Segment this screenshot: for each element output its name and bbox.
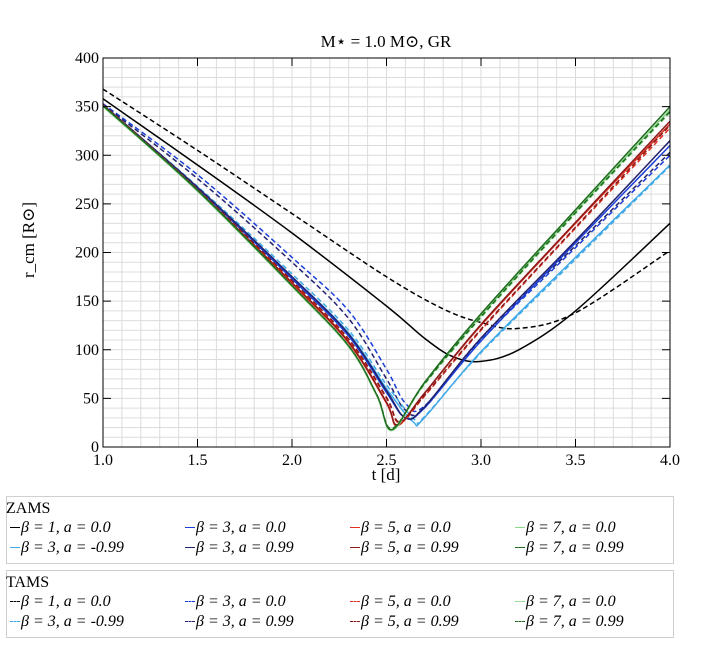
legend-group-title: ZAMS xyxy=(6,500,51,517)
chart-title: M⋆ = 1.0 M⊙, GR xyxy=(321,32,452,51)
legend-box-tams xyxy=(6,570,674,638)
legend-swatch xyxy=(515,526,525,528)
legend-box-zams xyxy=(6,496,674,564)
legend-label: β = 7, a = 0.0 xyxy=(526,519,616,536)
series-line-tams xyxy=(102,105,671,426)
legend-label: β = 1, a = 0.0 xyxy=(21,519,111,536)
legend-group-title: TAMS xyxy=(6,574,50,591)
series-line-zams xyxy=(102,104,671,420)
legend-item: β = 3, a = 0.0 xyxy=(185,593,286,611)
series-line-tams xyxy=(102,88,671,330)
legend-item: β = 7, a = 0.0 xyxy=(515,593,616,611)
x-tick-label: 1.5 xyxy=(188,452,208,469)
legend-label: β = 3, a = 0.0 xyxy=(196,519,286,536)
legend-swatch xyxy=(185,600,195,602)
y-tick-label: 150 xyxy=(75,293,99,310)
legend-item: β = 3, a = -0.99 xyxy=(10,613,124,631)
legend-item: β = 3, a = 0.99 xyxy=(185,539,294,557)
legend-swatch xyxy=(515,600,525,602)
legend-swatch xyxy=(350,600,360,602)
x-tick-label: 2.0 xyxy=(282,452,302,469)
series-line-tams xyxy=(102,103,671,413)
series-line-tams xyxy=(102,104,671,417)
x-tick-label: 3.0 xyxy=(471,452,491,469)
x-tick-label: 2.5 xyxy=(377,452,397,469)
legend-label: β = 3, a = 0.99 xyxy=(196,539,294,556)
y-tick-label: 400 xyxy=(75,50,99,67)
legend-item: β = 7, a = 0.0 xyxy=(515,519,616,537)
legend-swatch xyxy=(10,600,20,602)
legend-swatch xyxy=(10,526,20,528)
legend-swatch xyxy=(515,620,525,622)
legend-item: β = 5, a = 0.99 xyxy=(350,613,459,631)
y-tick-label: 250 xyxy=(75,196,99,213)
legend-item: β = 1, a = 0.0 xyxy=(10,519,111,537)
x-axis-label: t [d] xyxy=(372,465,401,484)
series-line-tams xyxy=(102,104,671,423)
legend-label: β = 3, a = -0.99 xyxy=(21,613,124,630)
legend-item: β = 3, a = -0.99 xyxy=(10,539,124,557)
legend-label: β = 5, a = 0.0 xyxy=(361,593,451,610)
legend-item: β = 5, a = 0.99 xyxy=(350,539,459,557)
legend-swatch xyxy=(350,526,360,528)
x-tick-label: 4.0 xyxy=(660,452,680,469)
chart-grid xyxy=(103,58,670,447)
legend-swatch xyxy=(10,546,20,548)
legend-label: β = 5, a = 0.99 xyxy=(361,613,459,630)
y-tick-label: 0 xyxy=(91,439,99,456)
x-tick-label: 1.0 xyxy=(93,452,113,469)
y-tick-label: 50 xyxy=(83,390,99,407)
y-tick-label: 200 xyxy=(75,245,99,262)
legend-label: β = 3, a = 0.0 xyxy=(196,593,286,610)
legend-item: β = 1, a = 0.0 xyxy=(10,593,111,611)
legend-item: β = 3, a = 0.0 xyxy=(185,519,286,537)
series-line-tams xyxy=(102,105,671,430)
y-tick-label: 350 xyxy=(75,99,99,116)
x-tick-label: 3.5 xyxy=(566,452,586,469)
legend-swatch xyxy=(515,546,525,548)
legend-item: β = 3, a = 0.99 xyxy=(185,613,294,631)
legend-swatch xyxy=(185,620,195,622)
legend-item: β = 7, a = 0.99 xyxy=(515,539,624,557)
legend-label: β = 5, a = 0.0 xyxy=(361,519,451,536)
series-line-zams xyxy=(102,98,671,363)
legend-swatch xyxy=(350,620,360,622)
y-axis-label: r_cm [R⊙] xyxy=(19,202,38,278)
line-chart: 1.0 1.5 2.0 2.5 3.0 3.5 4.0 0 50 100 150 200 250 300 3… xyxy=(19,32,680,484)
chart-curves xyxy=(102,88,671,432)
legend-label: β = 7, a = 0.0 xyxy=(526,593,616,610)
legend-swatch xyxy=(350,546,360,548)
legend-label: β = 7, a = 0.99 xyxy=(526,613,624,630)
legend-label: β = 5, a = 0.99 xyxy=(361,539,459,556)
legend-label: β = 3, a = -0.99 xyxy=(21,539,124,556)
y-tick-label: 300 xyxy=(75,147,99,164)
legend-swatch xyxy=(185,526,195,528)
legend-label: β = 1, a = 0.0 xyxy=(21,593,111,610)
legend-item: β = 7, a = 0.99 xyxy=(515,613,624,631)
axis-ticks: 1.0 1.5 2.0 2.5 3.0 3.5 4.0 0 50 100 150 200 250 300 3… xyxy=(75,50,680,469)
legend-swatch xyxy=(185,546,195,548)
legend-swatch xyxy=(10,620,20,622)
legend-label: β = 3, a = 0.99 xyxy=(196,613,294,630)
legend-label: β = 7, a = 0.99 xyxy=(526,539,624,556)
legend-item: β = 5, a = 0.0 xyxy=(350,519,451,537)
legend-item: β = 5, a = 0.0 xyxy=(350,593,451,611)
y-tick-label: 100 xyxy=(75,342,99,359)
